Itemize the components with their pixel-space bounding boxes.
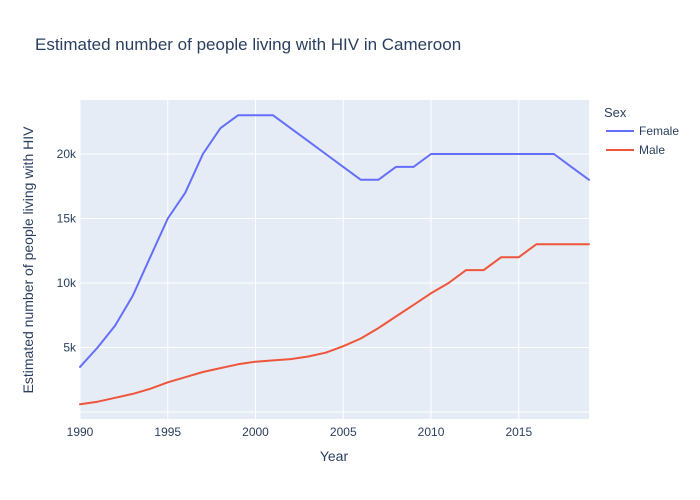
y-axis-title: Estimated number of people living with H… (20, 126, 36, 394)
x-tick-label: 2010 (418, 425, 445, 439)
legend-label-male: Male (639, 143, 665, 157)
series-lines (79, 114, 590, 406)
x-axis-ticks: 1990 1995 2000 2005 2010 2015 (67, 425, 533, 439)
y-tick-label: 15k (57, 212, 77, 226)
chart-title: Estimated number of people living with H… (35, 35, 461, 54)
x-axis-title: Year (320, 448, 349, 464)
legend-label-female: Female (639, 124, 679, 138)
x-tick-label: 2015 (505, 425, 532, 439)
y-tick-label: 20k (57, 147, 77, 161)
plot-area (80, 100, 589, 419)
series-line-female (79, 114, 590, 368)
x-tick-label: 2005 (330, 425, 357, 439)
x-tick-label: 2000 (242, 425, 269, 439)
x-tick-label: 1995 (154, 425, 181, 439)
series-line-male (79, 243, 590, 406)
y-tick-label: 5k (63, 341, 77, 355)
x-tick-label: 1990 (67, 425, 94, 439)
legend-title: Sex (604, 105, 627, 120)
y-tick-label: 10k (57, 276, 77, 290)
y-axis-ticks: 5k 10k 15k 20k (57, 147, 77, 355)
legend: Sex Female Male (604, 105, 679, 157)
